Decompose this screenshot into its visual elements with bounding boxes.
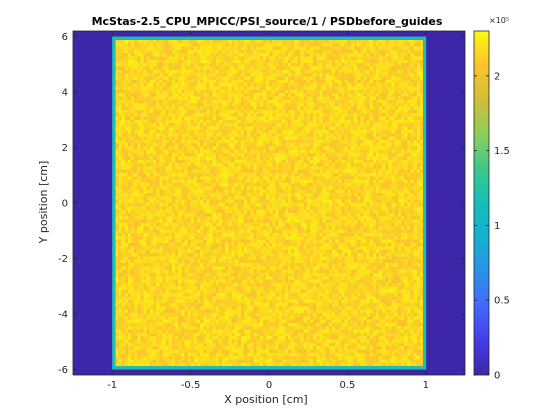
colorbar-tick-label: 2 — [494, 71, 500, 82]
x-tick-label: 0 — [266, 380, 272, 391]
colorbar-tick-label: 0 — [494, 371, 500, 382]
x-tick-label: 0.5 — [339, 380, 355, 391]
heatmap-region — [112, 36, 427, 370]
y-tick-label: 6 — [62, 32, 68, 43]
y-tick-label: 2 — [62, 143, 68, 154]
x-tick-label: 1 — [423, 380, 429, 391]
chart-title: McStas-2.5_CPU_MPICC/PSI_source/1 / PSDb… — [92, 15, 443, 28]
y-axis-label: Y position [cm] — [37, 161, 50, 245]
y-tick-label: -4 — [58, 309, 68, 320]
y-tick-label: 4 — [62, 88, 68, 99]
colorbar-gradient — [473, 30, 490, 376]
colorbar-tick-label: 0.5 — [494, 296, 510, 307]
plot-area — [73, 31, 465, 375]
y-tick-label: -6 — [58, 365, 68, 376]
colorbar-exponent-label: ×10⁵ — [489, 16, 509, 25]
x-tick-label: -0.5 — [181, 380, 201, 391]
x-axis-label: X position [cm] — [224, 393, 307, 406]
colorbar: 0 0.5 1 1.5 2 — [473, 30, 510, 382]
y-tick-label: -2 — [58, 254, 68, 265]
colorbar-tick-label: 1.5 — [494, 146, 510, 157]
colorbar-tick-label: 1 — [494, 221, 500, 232]
x-tick-label: -1 — [107, 380, 117, 391]
axes: -1 -0.5 0 0.5 1 -6 -4 -2 0 2 4 6 — [58, 30, 466, 391]
y-tick-label: 0 — [62, 199, 68, 210]
